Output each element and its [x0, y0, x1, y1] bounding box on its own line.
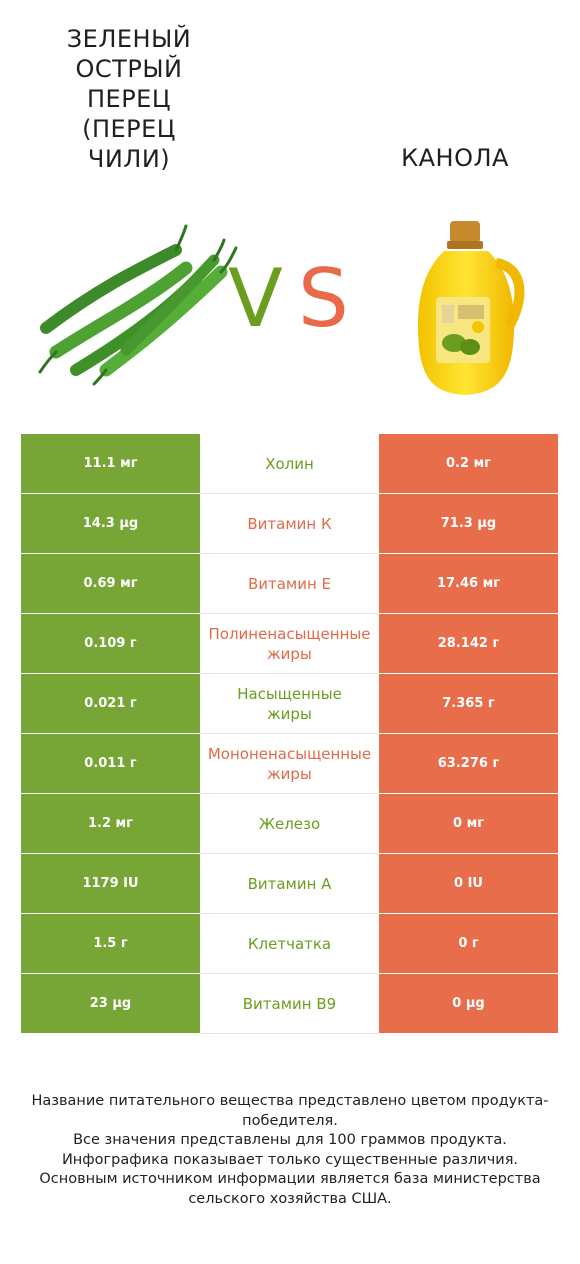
table-row: 0.109 г Полиненасыщенные жиры 28.142 г	[21, 614, 558, 674]
green-chili-pepper-image	[38, 224, 238, 386]
table-row: 1.5 г Клетчатка 0 г	[21, 914, 558, 974]
nutrient-name: Полиненасыщенные жиры	[200, 614, 379, 674]
footnote-line: Все значения представлены для 100 граммо…	[73, 1132, 507, 1148]
nutrient-name: Витамин А	[200, 854, 379, 914]
left-value: 0.109 г	[21, 614, 200, 674]
footnote-line: Название питательного вещества представл…	[31, 1093, 549, 1129]
canola-oil-bottle-image	[418, 221, 525, 395]
nutrient-name: Витамин Е	[200, 554, 379, 614]
footnote: Название питательного вещества представл…	[20, 1092, 560, 1209]
nutrient-name: Витамин В9	[200, 974, 379, 1034]
nutrient-name-text: Насыщенные жиры	[237, 684, 342, 723]
footnote-line: Инфографика показывает только существенн…	[61, 1151, 519, 1168]
nutrient-name: Клетчатка	[200, 914, 379, 974]
nutrient-name-text: Полиненасыщенные жиры	[208, 624, 371, 663]
table-row: 1179 IU Витамин А 0 IU	[21, 854, 558, 914]
left-value: 0.011 г	[21, 734, 200, 794]
nutrient-name: Витамин К	[200, 494, 379, 554]
right-product-title: КАНОЛА	[401, 144, 509, 172]
right-value: 71.3 µg	[379, 494, 558, 554]
table-row: 0.011 г Мононенасыщенные жиры 63.276 г	[21, 734, 558, 794]
left-value: 14.3 µg	[21, 494, 200, 554]
left-value: 11.1 мг	[21, 434, 200, 494]
table-row: 0.021 г Насыщенные жиры 7.365 г	[21, 674, 558, 734]
comparison-table: 11.1 мг Холин 0.2 мг 14.3 µg Витамин К 7…	[21, 434, 558, 1034]
footnote-line: Основным источником информации является …	[39, 1171, 541, 1207]
table-row: 0.69 мг Витамин Е 17.46 мг	[21, 554, 558, 614]
right-value: 63.276 г	[379, 734, 558, 794]
left-value: 1179 IU	[21, 854, 200, 914]
right-value: 0 мг	[379, 794, 558, 854]
right-value: 7.365 г	[379, 674, 558, 734]
right-value: 0 г	[379, 914, 558, 974]
left-value: 0.021 г	[21, 674, 200, 734]
nutrient-name-text: Мононенасыщенные жиры	[207, 744, 372, 783]
left-value: 1.5 г	[21, 914, 200, 974]
left-product-title: ЗЕЛЕНЫЙ ОСТРЫЙ ПЕРЕЦ (ПЕРЕЦ ЧИЛИ)	[66, 25, 192, 173]
table-row: 23 µg Витамин В9 0 µg	[21, 974, 558, 1034]
nutrient-name: Холин	[200, 434, 379, 494]
vs-letter-v: V	[228, 252, 283, 345]
right-value: 28.142 г	[379, 614, 558, 674]
table-row: 1.2 мг Железо 0 мг	[21, 794, 558, 854]
left-value: 23 µg	[21, 974, 200, 1034]
right-value: 17.46 мг	[379, 554, 558, 614]
nutrient-name: Мононенасыщенные жиры	[200, 734, 379, 794]
right-value: 0 µg	[379, 974, 558, 1034]
nutrient-name: Насыщенные жиры	[200, 674, 379, 734]
nutrient-name: Железо	[200, 794, 379, 854]
right-value: 0.2 мг	[379, 434, 558, 494]
table-row: 11.1 мг Холин 0.2 мг	[21, 434, 558, 494]
left-value: 0.69 мг	[21, 554, 200, 614]
left-value: 1.2 мг	[21, 794, 200, 854]
table-row: 14.3 µg Витамин К 71.3 µg	[21, 494, 558, 554]
right-value: 0 IU	[379, 854, 558, 914]
vs-letter-s: S	[298, 252, 349, 345]
